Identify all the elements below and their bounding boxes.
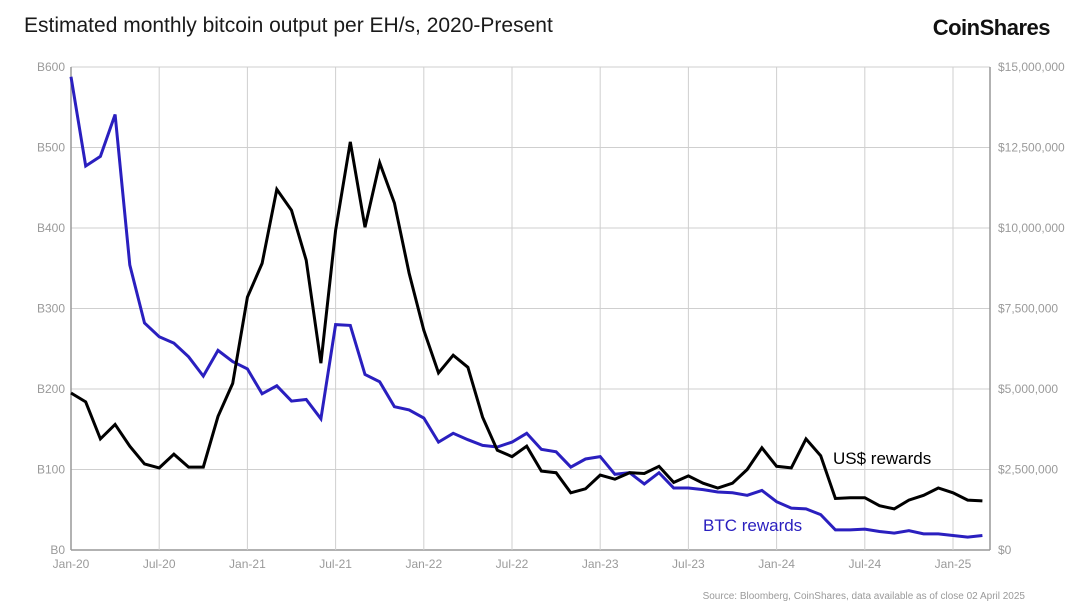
y-left-tick-label: B100 [37, 463, 65, 477]
y-left-tick-label: B200 [37, 382, 65, 396]
y-right-tick-label: $7,500,000 [998, 302, 1058, 316]
x-tick-label: Jul-21 [319, 557, 352, 571]
x-tick-label: Jul-20 [143, 557, 176, 571]
x-tick-label: Jul-23 [672, 557, 705, 571]
y-right-tick-label: $5,000,000 [998, 382, 1058, 396]
y-right-tick-label: $15,000,000 [998, 60, 1065, 74]
y-right-tick-label: $12,500,000 [998, 141, 1065, 155]
y-right-tick-label: $0 [998, 543, 1012, 557]
x-tick-label: Jul-24 [848, 557, 881, 571]
series-label-usd: US$ rewards [833, 449, 931, 468]
y-left-tick-label: B600 [37, 60, 65, 74]
x-tick-label: Jan-22 [405, 557, 442, 571]
y-right-tick-label: $2,500,000 [998, 463, 1058, 477]
source-note: Source: Bloomberg, CoinShares, data avai… [703, 591, 1026, 602]
x-tick-label: Jan-21 [229, 557, 266, 571]
y-right-tick-label: $10,000,000 [998, 221, 1065, 235]
x-tick-label: Jan-24 [758, 557, 795, 571]
chart-title: Estimated monthly bitcoin output per EH/… [24, 14, 553, 37]
y-left-tick-label: B300 [37, 302, 65, 316]
series-line-btc [69, 76, 983, 539]
x-tick-label: Jan-25 [935, 557, 972, 571]
x-tick-label: Jan-20 [53, 557, 90, 571]
y-left-tick-label: B400 [37, 221, 65, 235]
x-tick-label: Jan-23 [582, 557, 619, 571]
x-tick-label: Jul-22 [496, 557, 529, 571]
series-label-btc: BTC rewards [703, 516, 802, 535]
coinshares-logo: CoinShares [932, 15, 1051, 40]
series-line-usd [70, 141, 983, 511]
y-left-tick-label: B500 [37, 141, 65, 155]
y-left-tick-label: B0 [50, 543, 65, 557]
